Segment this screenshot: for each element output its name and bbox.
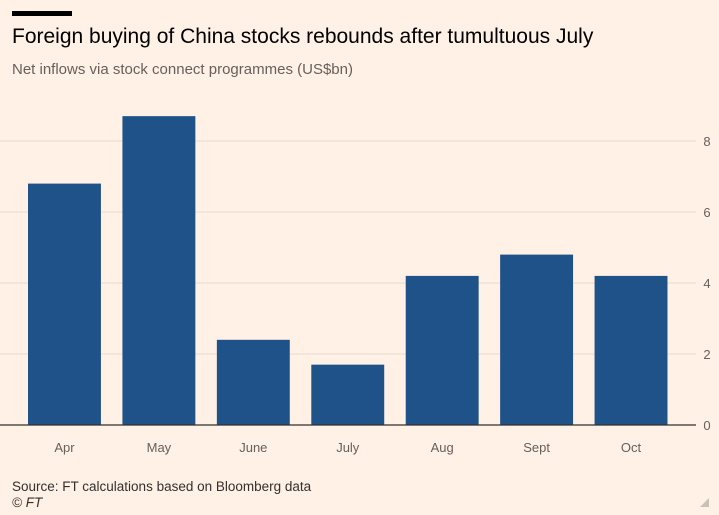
chart-title: Foreign buying of China stocks rebounds …	[12, 25, 594, 48]
bar	[28, 183, 101, 425]
y-tick-label: 6	[703, 205, 710, 220]
x-tick-label: Apr	[54, 440, 75, 455]
x-tick-label: May	[147, 440, 172, 455]
bar	[122, 116, 196, 426]
bar	[405, 275, 479, 425]
x-tick-label: Oct	[621, 440, 642, 455]
chart-subtitle: Net inflows via stock connect programmes…	[12, 61, 353, 78]
x-tick-label: Sept	[523, 440, 550, 455]
x-tick-label: June	[239, 440, 267, 455]
bar	[500, 254, 574, 425]
source-note: Source: FT calculations based on Bloombe…	[12, 479, 312, 494]
resize-corner-icon	[700, 498, 709, 507]
y-tick-label: 8	[703, 134, 710, 149]
ft-credit: © FT	[12, 495, 43, 510]
ft-top-bar	[12, 11, 72, 16]
y-tick-label: 0	[703, 418, 710, 433]
x-tick-label: Aug	[431, 440, 454, 455]
bar	[594, 275, 668, 425]
y-tick-label: 4	[703, 276, 710, 291]
y-tick-label: 2	[703, 347, 710, 362]
bar	[216, 339, 290, 425]
bar	[311, 364, 385, 425]
x-tick-label: July	[336, 440, 360, 455]
